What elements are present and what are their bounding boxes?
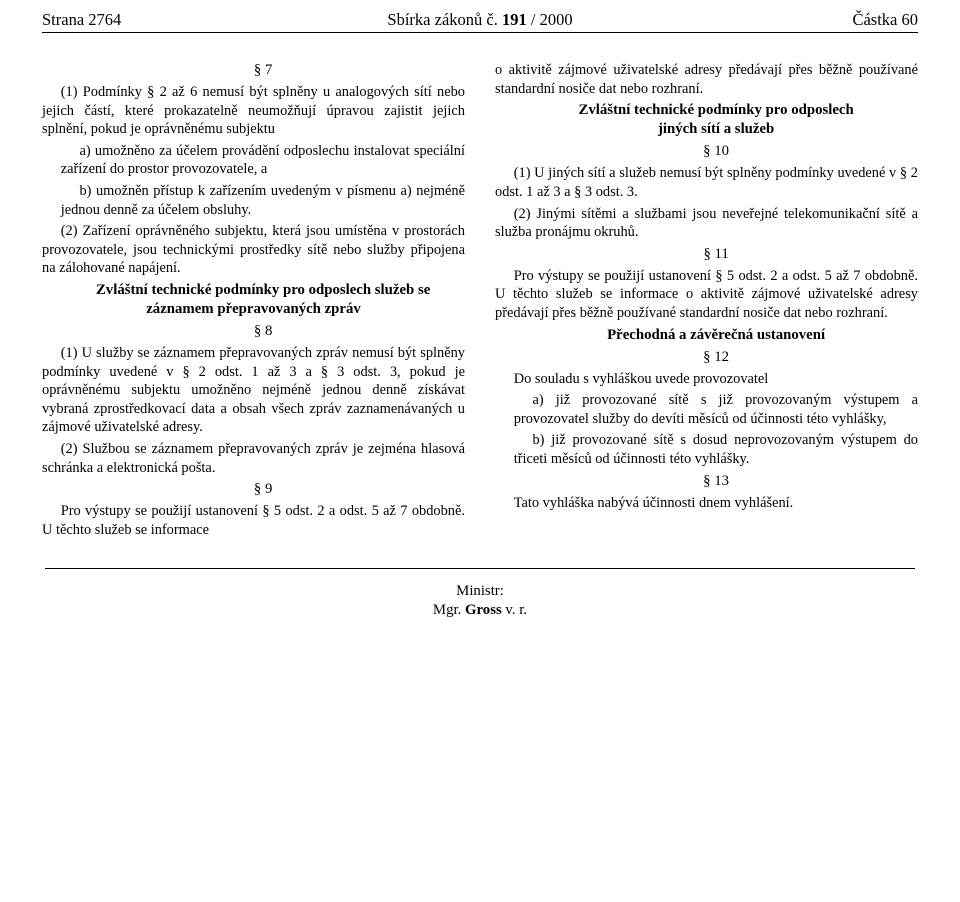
section-12-item-a: a) již provozované sítě s již provozovan…: [495, 391, 918, 428]
section-10-heading: § 10: [495, 142, 918, 161]
header-center: Sbírka zákonů č. 191 / 2000: [387, 10, 572, 30]
header-center-bold: 191: [502, 10, 527, 29]
signature-bold: Gross: [465, 602, 505, 618]
continuation-para: o aktivitě zájmové uživatelské adresy př…: [495, 61, 918, 98]
body-columns: § 7 (1) Podmínky § 2 až 6 nemusí být spl…: [42, 61, 918, 542]
right-column: o aktivitě zájmové uživatelské adresy př…: [495, 61, 918, 542]
section-12-heading: § 12: [495, 348, 918, 367]
header-right: Částka 60: [852, 10, 918, 30]
signature-suffix: v. r.: [505, 602, 527, 618]
heading-prechodna: Přechodná a závěrečná ustanovení: [495, 326, 918, 345]
heading-jine-2: jiných sítí a služeb: [495, 120, 918, 139]
section-12-item-b: b) již provozované sítě s dosud neprovoz…: [495, 431, 918, 468]
section-13-heading: § 13: [495, 472, 918, 491]
section-9-para: Pro výstupy se použijí ustanovení § 5 od…: [42, 502, 465, 539]
section-9-heading: § 9: [42, 480, 465, 499]
page: Strana 2764 Sbírka zákonů č. 191 / 2000 …: [0, 0, 960, 902]
heading-zaznam: Zvláštní technické podmínky pro odposlec…: [42, 281, 465, 319]
section-11-heading: § 11: [495, 245, 918, 264]
left-column: § 7 (1) Podmínky § 2 až 6 nemusí být spl…: [42, 61, 465, 542]
signature-label: Ministr:: [42, 583, 918, 600]
section-7-para-1: (1) Podmínky § 2 až 6 nemusí být splněny…: [42, 83, 465, 139]
section-11-para: Pro výstupy se použijí ustanovení § 5 od…: [495, 267, 918, 323]
signature-name: Mgr. Gross v. r.: [42, 602, 918, 619]
page-header: Strana 2764 Sbírka zákonů č. 191 / 2000 …: [42, 10, 918, 33]
section-7-para-2: (2) Zařízení oprávněného subjektu, která…: [42, 222, 465, 278]
section-10-para-1: (1) U jiných sítí a služeb nemusí být sp…: [495, 164, 918, 201]
section-8-para-2: (2) Službou se záznamem přepravovaných z…: [42, 440, 465, 477]
section-10-para-2: (2) Jinými sítěmi a službami jsou neveře…: [495, 205, 918, 242]
signature-prefix: Mgr.: [433, 602, 465, 618]
section-8-para-1: (1) U služby se záznamem přepravovaných …: [42, 344, 465, 437]
signature-rule: [45, 568, 915, 569]
header-center-suffix: / 2000: [527, 10, 573, 29]
section-7-item-b: b) umožněn přístup k zařízením uvedeným …: [42, 182, 465, 219]
header-left: Strana 2764: [42, 10, 121, 30]
section-7-heading: § 7: [42, 61, 465, 80]
heading-jine-1: Zvláštní technické podmínky pro odposlec…: [495, 101, 918, 120]
header-center-prefix: Sbírka zákonů č.: [387, 10, 502, 29]
section-7-item-a: a) umožněno za účelem provádění odposlec…: [42, 142, 465, 179]
section-12-intro: Do souladu s vyhláškou uvede provozovate…: [495, 370, 918, 389]
signature-block: Ministr: Mgr. Gross v. r.: [42, 568, 918, 619]
section-13-para: Tato vyhláška nabývá účinnosti dnem vyhl…: [495, 494, 918, 513]
section-8-heading: § 8: [42, 322, 465, 341]
